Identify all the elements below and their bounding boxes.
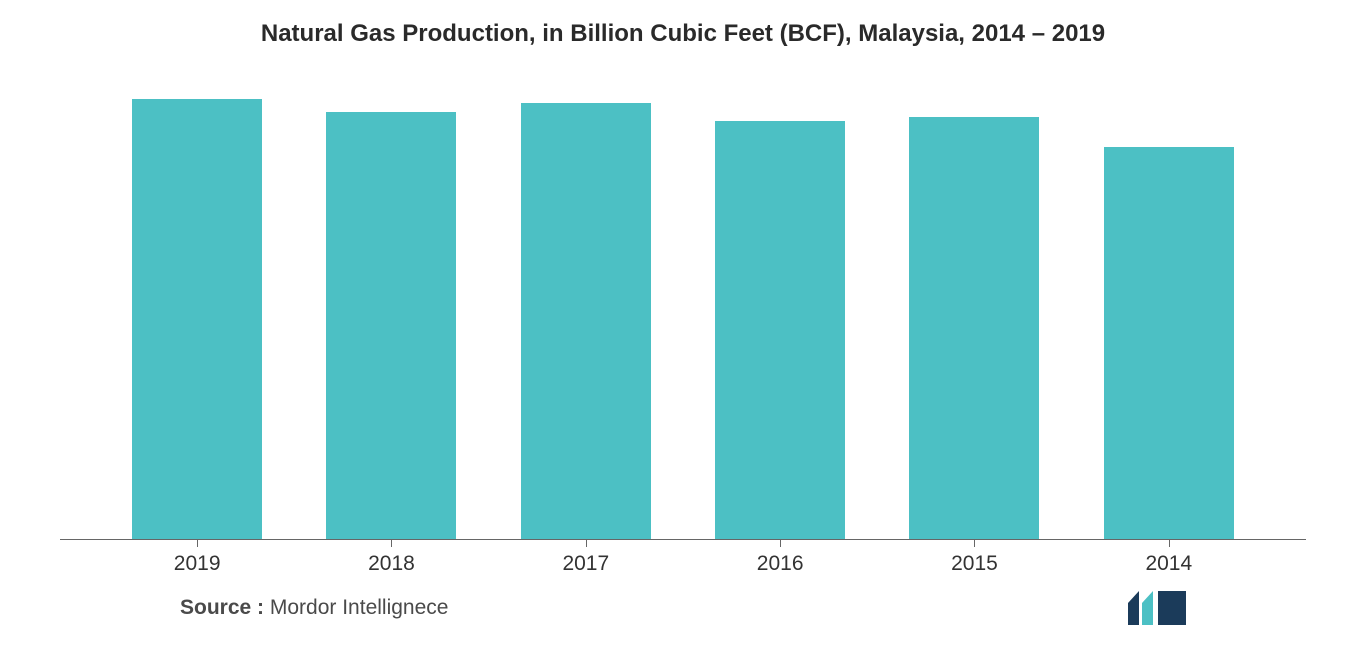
source-label: Source : — [180, 596, 264, 619]
bar-2018 — [326, 112, 456, 539]
bar-group — [521, 103, 651, 539]
bar-2017 — [521, 103, 651, 539]
bar-group — [326, 112, 456, 539]
x-tick — [1169, 539, 1170, 547]
bar-2015 — [909, 117, 1039, 539]
logo-icon — [1128, 591, 1186, 625]
x-tick — [586, 539, 587, 547]
bar-group — [132, 99, 262, 539]
bar-group — [1104, 147, 1234, 539]
bar-2016 — [715, 121, 845, 539]
x-label: 2019 — [132, 552, 262, 576]
x-tick — [391, 539, 392, 547]
x-label: 2017 — [521, 552, 651, 576]
chart-title: Natural Gas Production, in Billion Cubic… — [60, 20, 1306, 48]
source-text: Mordor Intellignece — [264, 596, 448, 619]
x-label: 2016 — [715, 552, 845, 576]
x-label: 2014 — [1104, 552, 1234, 576]
bar-2019 — [132, 99, 262, 539]
x-label: 2015 — [909, 552, 1039, 576]
bar-group — [715, 121, 845, 539]
x-tick — [974, 539, 975, 547]
x-tick — [197, 539, 198, 547]
x-axis-labels: 2019 2018 2017 2016 2015 2014 — [60, 540, 1306, 576]
x-label: 2018 — [326, 552, 456, 576]
x-tick — [780, 539, 781, 547]
mordor-logo — [1128, 591, 1186, 625]
chart-container: Natural Gas Production, in Billion Cubic… — [0, 0, 1366, 655]
plot-area — [60, 78, 1306, 540]
bar-group — [909, 117, 1039, 539]
source-citation: Source : Mordor Intellignece — [180, 596, 448, 620]
chart-footer: Source : Mordor Intellignece — [60, 576, 1306, 625]
bar-2014 — [1104, 147, 1234, 539]
